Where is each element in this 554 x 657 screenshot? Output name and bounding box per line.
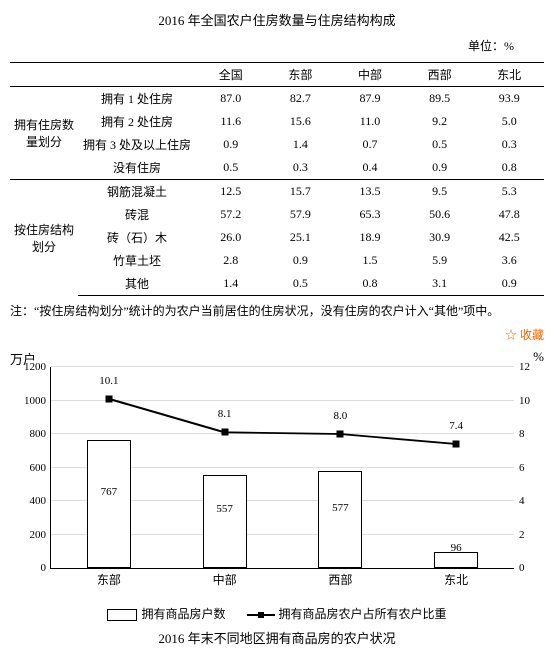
- line-point: [337, 431, 344, 438]
- legend-line-icon: [247, 614, 275, 616]
- data-table: 全国东部中部西部东北 拥有住房数量划分拥有 1 处住房87.082.787.98…: [10, 62, 544, 296]
- table-row: 竹草土坯2.80.91.55.93.6: [10, 249, 544, 272]
- bar: [87, 440, 131, 568]
- combo-chart: 万户 % 020040060080010001200024681012767东部…: [10, 349, 544, 599]
- table-row: 按住房结构划分钢筋混凝土12.515.713.59.55.3: [10, 180, 544, 204]
- favorite-button[interactable]: 收藏: [10, 326, 544, 343]
- table-row: 没有住房0.50.30.40.90.8: [10, 156, 544, 180]
- bar: [318, 471, 362, 568]
- table-row: 砖混57.257.965.350.647.8: [10, 203, 544, 226]
- unit-label: 单位：%: [10, 37, 544, 54]
- footnote: 注：“按住房结构划分”统计的为农户当前居住的住房状况，没有住房的农户计入“其他”…: [10, 302, 544, 320]
- chart-footer: 2016 年末不同地区拥有商品房的农户状况: [10, 628, 544, 647]
- table-row: 其他1.40.50.83.10.9: [10, 272, 544, 296]
- header-row: 全国东部中部西部东北: [10, 63, 544, 87]
- table-row: 砖（石）木26.025.118.930.942.5: [10, 226, 544, 249]
- line-point: [221, 429, 228, 436]
- bar: [203, 475, 247, 568]
- chart-legend: 拥有商品房户数 拥有商品房农户占所有农户比重: [10, 605, 544, 622]
- line-point: [453, 441, 460, 448]
- table-row: 拥有 2 处住房11.615.611.09.25.0: [10, 110, 544, 133]
- table-title: 2016 年全国农户住房数量与住房结构构成: [10, 10, 544, 29]
- table-row: 拥有 3 处及以上住房0.91.40.70.50.3: [10, 133, 544, 156]
- bar: [434, 552, 478, 568]
- line-point: [105, 395, 112, 402]
- legend-bar-icon: [107, 609, 137, 621]
- table-row: 拥有住房数量划分拥有 1 处住房87.082.787.989.593.9: [10, 87, 544, 111]
